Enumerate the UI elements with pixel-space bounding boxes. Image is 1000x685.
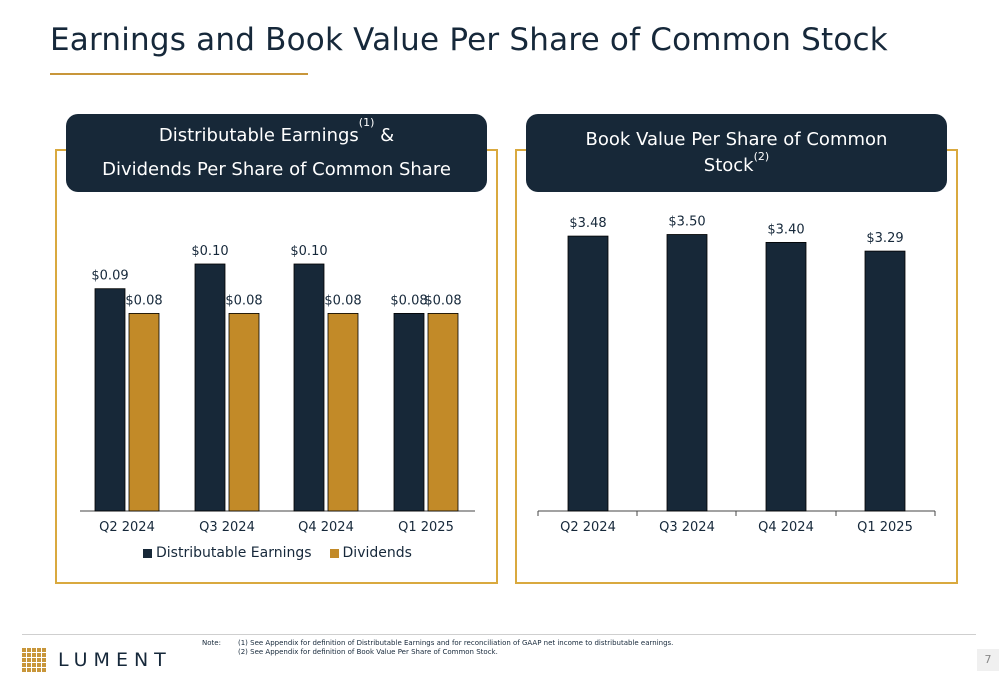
right-chart-header: Book Value Per Share of Common Stock(2): [526, 114, 947, 192]
legend-item-dividends: Dividends: [329, 545, 412, 561]
left-bar-value-label: $0.10: [290, 244, 327, 259]
left-bar-value-label: $0.08: [125, 293, 162, 308]
right-chart-title-line2: Stock(2): [703, 150, 770, 176]
legend-label: Distributable Earnings: [156, 545, 312, 561]
legend-label: Dividends: [342, 545, 412, 561]
right-bar-book-value: [666, 234, 708, 512]
left-bar-value-label: $0.10: [191, 244, 228, 259]
footer-divider: [22, 634, 976, 635]
left-x-tick-label: Q4 2024: [298, 520, 354, 535]
right-bar-value-label: $3.50: [668, 215, 705, 230]
lument-logo: LUMENT: [22, 648, 172, 672]
left-x-tick-label: Q2 2024: [99, 520, 155, 535]
right-x-tick-label: Q2 2024: [560, 520, 616, 535]
legend-item-distributable-earnings: Distributable Earnings: [143, 545, 312, 561]
right-bar-book-value: [864, 250, 906, 512]
right-chart-title-line1: Book Value Per Share of Common: [585, 129, 888, 150]
left-bar-value-label: $0.08: [225, 293, 262, 308]
left-bar-value-label: $0.09: [91, 269, 128, 284]
right-bar-book-value: [567, 235, 609, 512]
footnote-2: (2) See Appendix for definition of Book …: [238, 648, 498, 656]
page-title: Earnings and Book Value Per Share of Com…: [50, 22, 888, 58]
title-underline: [50, 73, 308, 75]
legend-swatch-gold: [329, 548, 339, 558]
right-bar-value-label: $3.40: [767, 222, 804, 237]
right-bar-book-value: [765, 241, 807, 512]
right-bar-value-label: $3.48: [569, 216, 606, 231]
left-bar-value-label: $0.08: [390, 293, 427, 308]
left-chart-header: Distributable Earnings(1) & Dividends Pe…: [66, 114, 487, 192]
left-bar-value-label: $0.08: [324, 293, 361, 308]
logo-text: LUMENT: [58, 649, 172, 671]
note-label: Note:: [202, 639, 221, 647]
page-number: 7: [977, 649, 999, 671]
footnotes: (1) See Appendix for definition of Distr…: [238, 639, 673, 657]
legend-swatch-navy: [143, 548, 152, 558]
left-bar-distributable-earnings: [194, 263, 226, 512]
left-bar-dividends: [128, 312, 160, 512]
left-bar-dividends: [327, 312, 359, 512]
right-x-tick-label: Q3 2024: [659, 520, 715, 535]
left-bar-distributable-earnings: [293, 263, 325, 512]
left-chart-title-line2: Dividends Per Share of Common Share: [102, 159, 451, 180]
right-x-tick-label: Q4 2024: [758, 520, 814, 535]
right-bar-value-label: $3.29: [866, 231, 903, 246]
footnote-1: (1) See Appendix for definition of Distr…: [238, 639, 674, 647]
left-x-tick-label: Q3 2024: [199, 520, 255, 535]
left-bar-distributable-earnings: [94, 288, 126, 512]
right-x-tick-label: Q1 2025: [857, 520, 913, 535]
left-chart-title-line1: Distributable Earnings(1) &: [158, 116, 395, 146]
left-bar-distributable-earnings: [393, 312, 425, 512]
left-x-tick-label: Q1 2025: [398, 520, 454, 535]
left-bar-dividends: [228, 312, 260, 512]
logo-grid-icon: [22, 648, 46, 672]
left-bar-dividends: [427, 312, 459, 512]
left-chart-legend: Distributable Earnings Dividends: [143, 545, 412, 561]
left-bar-value-label: $0.08: [424, 293, 461, 308]
